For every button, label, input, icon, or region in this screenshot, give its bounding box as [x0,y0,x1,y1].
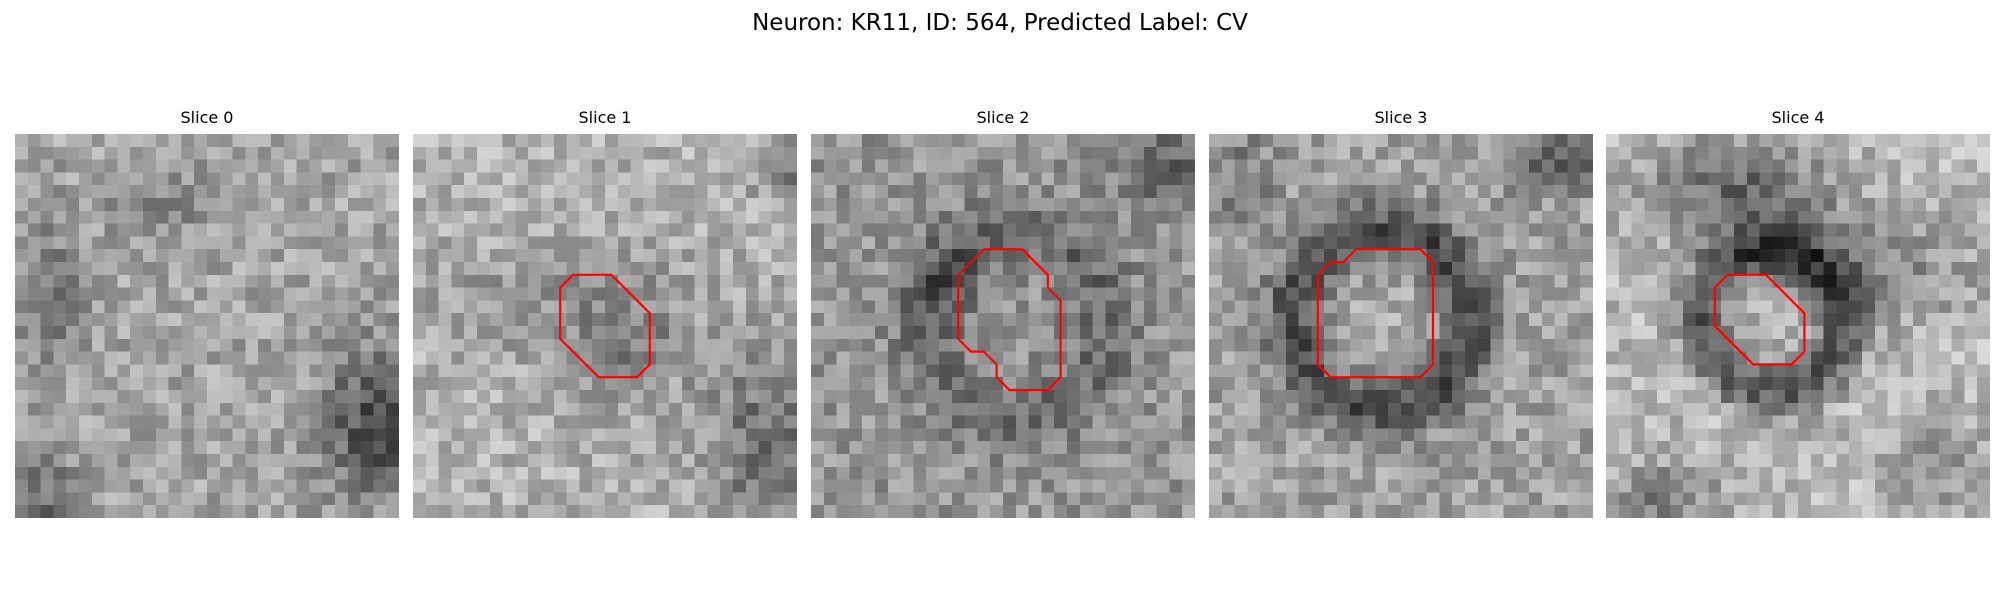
roi-contour-4 [1715,275,1805,365]
slice-image-1 [413,134,797,518]
roi-contour-2 [958,249,1060,390]
slice-title-0: Slice 0 [180,108,234,127]
slice-image-3 [1209,134,1593,518]
slice-image-0 [15,134,399,518]
slice-title-4: Slice 4 [1771,108,1825,127]
slice-title-3: Slice 3 [1374,108,1428,127]
slice-contour-layer-2 [811,134,1195,518]
slice-title-2: Slice 2 [976,108,1030,127]
slice-contour-layer-1 [413,134,797,518]
slice-image-2 [811,134,1195,518]
slice-contour-layer-0 [15,134,399,518]
slice-contour-layer-3 [1209,134,1593,518]
slice-contour-layer-4 [1606,134,1990,518]
figure-title: Neuron: KR11, ID: 564, Predicted Label: … [752,10,1248,36]
slice-image-4 [1606,134,1990,518]
slice-title-1: Slice 1 [578,108,632,127]
roi-contour-1 [560,275,650,377]
roi-contour-3 [1318,249,1433,377]
